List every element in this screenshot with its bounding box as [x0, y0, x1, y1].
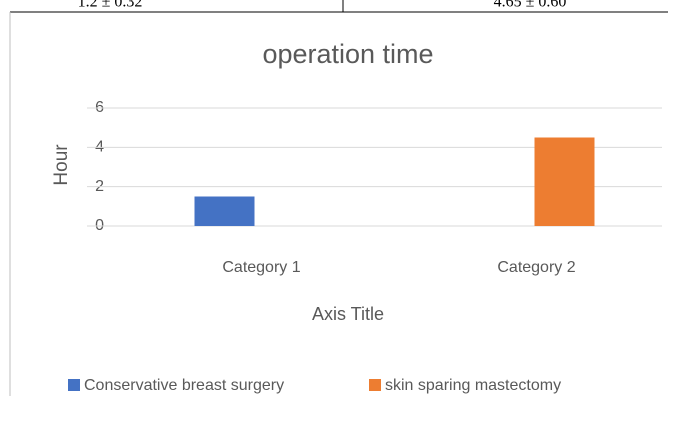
chart-title: operation time	[262, 39, 433, 69]
legend-swatch	[68, 379, 80, 391]
legend-label: Conservative breast surgery	[84, 377, 284, 394]
bar	[194, 196, 255, 226]
x-axis-title: Axis Title	[312, 304, 384, 324]
legend-swatch	[369, 379, 381, 391]
y-axis-title: Hour	[51, 144, 72, 186]
legend-label: skin sparing mastectomy	[385, 377, 561, 394]
table-cell: 4.65 ± 0.60	[494, 0, 567, 11]
bar	[534, 137, 595, 226]
table-cell: 1.2 ± 0.32	[78, 0, 143, 11]
x-tick-label: Category 2	[497, 259, 575, 276]
x-tick-label: Category 1	[222, 259, 300, 276]
